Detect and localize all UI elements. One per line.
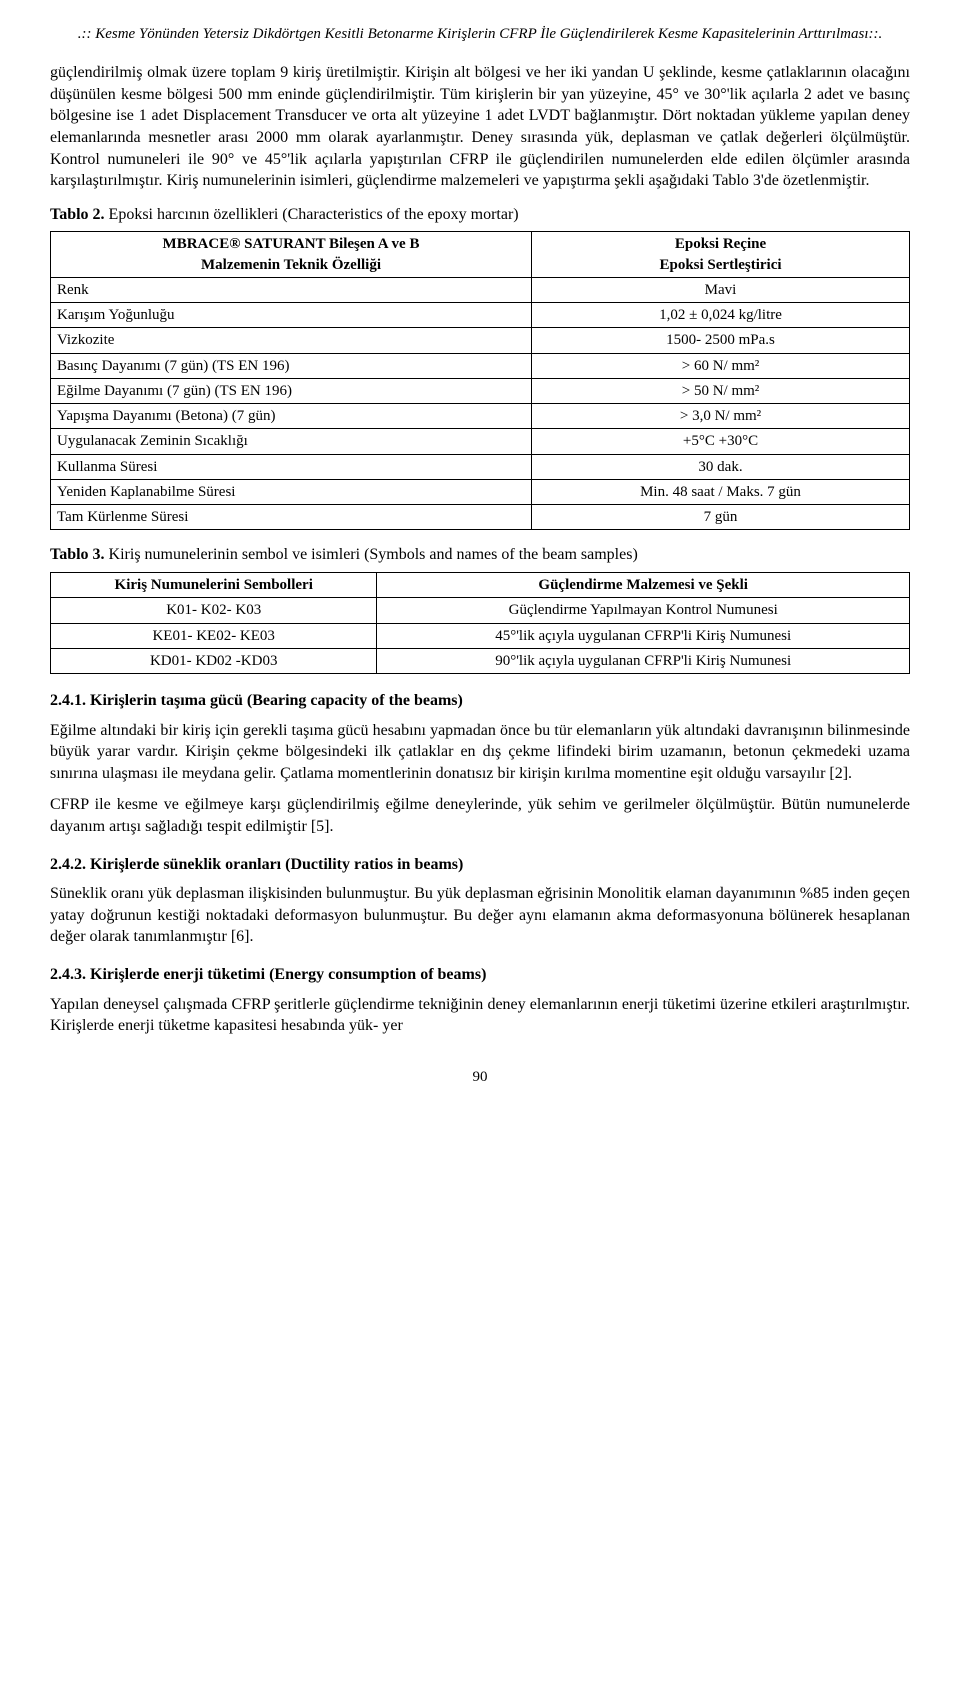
paragraph: Süneklik oranı yük deplasman ilişkisinde… — [50, 883, 910, 948]
table-cell: KD01- KD02 -KD03 — [51, 648, 377, 673]
table3-header-right: Güçlendirme Malzemesi ve Şekli — [377, 573, 910, 598]
table3-caption-label: Tablo 3. — [50, 546, 105, 563]
table-row: K01- K02- K03Güçlendirme Yapılmayan Kont… — [51, 598, 910, 623]
table-row: Vizkozite1500- 2500 mPa.s — [51, 328, 910, 353]
table-cell: Vizkozite — [51, 328, 532, 353]
table-cell: 7 gün — [532, 505, 910, 530]
table2-caption-text: Epoksi harcının özellikleri (Characteris… — [105, 206, 519, 223]
table-cell: 45°'lik açıyla uygulanan CFRP'li Kiriş N… — [377, 623, 910, 648]
table-row: KD01- KD02 -KD0390°'lik açıyla uygulanan… — [51, 648, 910, 673]
table-row: Uygulanacak Zeminin Sıcaklığı+5°C +30°C — [51, 429, 910, 454]
page-number: 90 — [50, 1067, 910, 1087]
table2-header-right-bottom: Epoksi Sertleştirici — [659, 257, 781, 273]
table-cell: Kullanma Süresi — [51, 454, 532, 479]
table-cell: > 3,0 N/ mm² — [532, 404, 910, 429]
table2-caption-label: Tablo 2. — [50, 206, 105, 223]
table3-caption-text: Kiriş numunelerinin sembol ve isimleri (… — [105, 546, 638, 563]
table-cell: Min. 48 saat / Maks. 7 gün — [532, 479, 910, 504]
table-row: KE01- KE02- KE0345°'lik açıyla uygulanan… — [51, 623, 910, 648]
table3: Kiriş Numunelerini Sembolleri Güçlendirm… — [50, 572, 910, 674]
table-row: Basınç Dayanımı (7 gün) (TS EN 196)> 60 … — [51, 353, 910, 378]
table-cell: Mavi — [532, 277, 910, 302]
table-cell: Renk — [51, 277, 532, 302]
table2-header-right-top: Epoksi Reçine — [675, 236, 766, 252]
paragraph: güçlendirilmiş olmak üzere toplam 9 kiri… — [50, 62, 910, 192]
table-cell: Uygulanacak Zeminin Sıcaklığı — [51, 429, 532, 454]
table2: MBRACE® SATURANT Bileşen A ve B Malzemen… — [50, 231, 910, 530]
table-cell: +5°C +30°C — [532, 429, 910, 454]
table-row: Eğilme Dayanımı (7 gün) (TS EN 196)> 50 … — [51, 378, 910, 403]
table-cell: 1,02 ± 0,024 kg/litre — [532, 303, 910, 328]
running-header: .:: Kesme Yönünden Yetersiz Dikdörtgen K… — [50, 24, 910, 44]
paragraph: CFRP ile kesme ve eğilmeye karşı güçlend… — [50, 794, 910, 837]
paragraph: Yapılan deneysel çalışmada CFRP şeritler… — [50, 994, 910, 1037]
table2-caption: Tablo 2. Epoksi harcının özellikleri (Ch… — [50, 204, 910, 226]
table-cell: > 50 N/ mm² — [532, 378, 910, 403]
section-2-4-3-title: 2.4.3. Kirişlerde enerji tüketimi (Energ… — [50, 964, 910, 986]
paragraph: Eğilme altındaki bir kiriş için gerekli … — [50, 720, 910, 785]
table-cell: Yeniden Kaplanabilme Süresi — [51, 479, 532, 504]
section-2-4-1-title: 2.4.1. Kirişlerin taşıma gücü (Bearing c… — [50, 690, 910, 712]
table-cell: 30 dak. — [532, 454, 910, 479]
table2-header-left: MBRACE® SATURANT Bileşen A ve B Malzemen… — [51, 232, 532, 278]
table-cell: 90°'lik açıyla uygulanan CFRP'li Kiriş N… — [377, 648, 910, 673]
table-row: Yapışma Dayanımı (Betona) (7 gün)> 3,0 N… — [51, 404, 910, 429]
table-cell: Karışım Yoğunluğu — [51, 303, 532, 328]
table-row: RenkMavi — [51, 277, 910, 302]
table-cell: 1500- 2500 mPa.s — [532, 328, 910, 353]
table-cell: Basınç Dayanımı (7 gün) (TS EN 196) — [51, 353, 532, 378]
table3-header-left: Kiriş Numunelerini Sembolleri — [51, 573, 377, 598]
table-cell: > 60 N/ mm² — [532, 353, 910, 378]
table-row: Yeniden Kaplanabilme SüresiMin. 48 saat … — [51, 479, 910, 504]
table3-caption: Tablo 3. Kiriş numunelerinin sembol ve i… — [50, 544, 910, 566]
table-row: Tam Kürlenme Süresi7 gün — [51, 505, 910, 530]
table-cell: Eğilme Dayanımı (7 gün) (TS EN 196) — [51, 378, 532, 403]
section-2-4-2-title: 2.4.2. Kirişlerde süneklik oranları (Duc… — [50, 854, 910, 876]
table-cell: KE01- KE02- KE03 — [51, 623, 377, 648]
table2-header-left-bottom: Malzemenin Teknik Özelliği — [201, 257, 381, 273]
table-cell: K01- K02- K03 — [51, 598, 377, 623]
table-cell: Tam Kürlenme Süresi — [51, 505, 532, 530]
table2-header-left-top: MBRACE® SATURANT Bileşen A ve B — [163, 236, 420, 252]
table-cell: Yapışma Dayanımı (Betona) (7 gün) — [51, 404, 532, 429]
table-cell: Güçlendirme Yapılmayan Kontrol Numunesi — [377, 598, 910, 623]
table-row: Karışım Yoğunluğu1,02 ± 0,024 kg/litre — [51, 303, 910, 328]
table2-header-right: Epoksi Reçine Epoksi Sertleştirici — [532, 232, 910, 278]
table-row: Kullanma Süresi30 dak. — [51, 454, 910, 479]
